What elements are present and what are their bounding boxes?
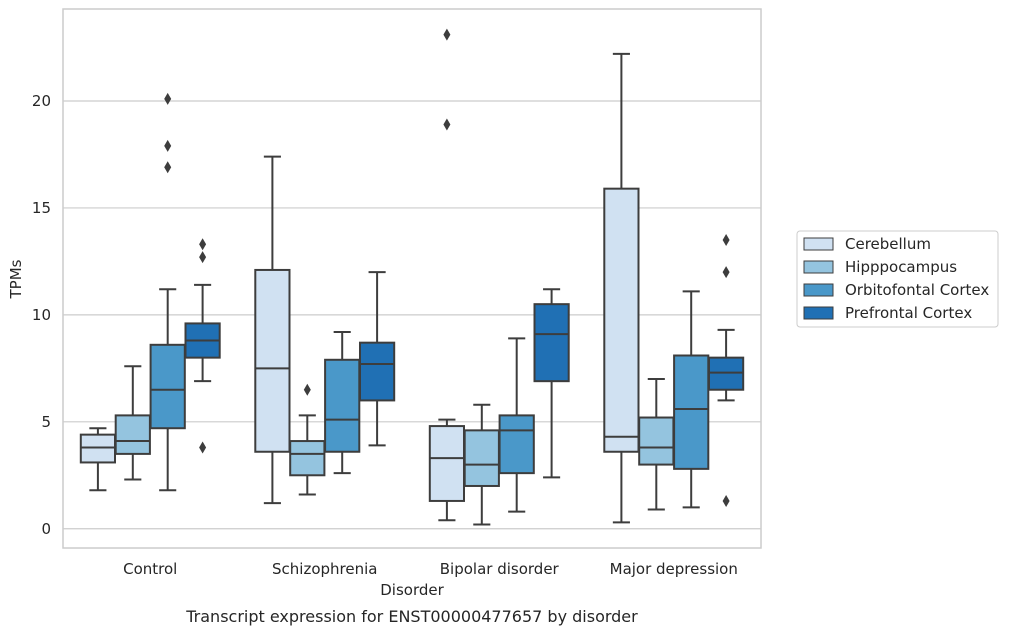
- x-tick-label: Control: [123, 560, 177, 578]
- box: [707, 234, 745, 507]
- outlier-point: [303, 383, 311, 396]
- box-body: [79, 433, 117, 464]
- y-axis-label: TPMs: [7, 259, 25, 299]
- legend-swatch: [803, 237, 834, 251]
- y-tick-label: 20: [32, 92, 51, 110]
- y-tick-label: 0: [41, 520, 51, 538]
- box-body: [114, 414, 151, 455]
- box-body: [428, 425, 466, 502]
- box: [254, 155, 291, 505]
- box-body: [254, 268, 291, 453]
- box: [114, 365, 151, 481]
- figure-caption: Transcript expression for ENST0000047765…: [185, 607, 638, 626]
- legend-frame: [796, 230, 999, 328]
- box-series: [79, 28, 745, 526]
- box-body: [498, 414, 535, 475]
- box: [603, 52, 640, 524]
- box: [79, 427, 117, 492]
- y-tick-labels: 0 5 10 15 20: [32, 92, 51, 538]
- legend-label: Hipppocampus: [845, 258, 957, 276]
- x-tick-label: Major depression: [610, 560, 738, 578]
- legend-swatch: [803, 283, 834, 297]
- box-body: [324, 358, 361, 453]
- box-body: [638, 416, 675, 466]
- legend-swatch: [803, 306, 834, 320]
- y-tick-label: 10: [32, 306, 51, 324]
- box-body: [673, 354, 710, 470]
- x-tick-labels: Control Schizophrenia Bipolar disorder Majo…: [123, 560, 738, 578]
- legend-label: Cerebellum: [845, 235, 931, 253]
- box-body: [289, 440, 326, 477]
- outlier-point: [722, 494, 730, 507]
- box: [498, 337, 535, 513]
- box: [638, 378, 675, 511]
- box: [673, 290, 710, 509]
- outlier-point: [164, 139, 172, 152]
- outlier-point: [722, 266, 730, 279]
- outlier-point: [722, 234, 730, 246]
- box: [358, 271, 396, 447]
- outlier-point: [199, 238, 207, 251]
- x-tick-label: Bipolar disorder: [440, 560, 560, 578]
- legend-swatch: [803, 260, 834, 274]
- box: [149, 92, 186, 492]
- box-body: [463, 429, 500, 487]
- box: [428, 28, 466, 522]
- x-axis-label: Disorder: [380, 581, 444, 599]
- box-body: [533, 303, 570, 383]
- outlier-point: [199, 251, 207, 264]
- box-body: [707, 356, 745, 391]
- outlier-point: [164, 92, 172, 105]
- plot-frame: [62, 8, 762, 549]
- box: [184, 238, 221, 454]
- legend: Cerebellum Hipppocampus Orbitofontal Corte…: [796, 230, 999, 328]
- box-body: [603, 187, 640, 453]
- outlier-point: [443, 118, 451, 131]
- y-tick-label: 5: [41, 413, 51, 431]
- box-body: [149, 343, 186, 430]
- box: [289, 383, 326, 496]
- box-body: [358, 341, 396, 402]
- box: [463, 403, 500, 526]
- outlier-point: [443, 28, 451, 41]
- legend-label: Orbitofontal Cortex: [845, 281, 989, 299]
- x-tick-label: Schizophrenia: [272, 560, 377, 578]
- box: [533, 288, 570, 479]
- outlier-point: [199, 441, 207, 454]
- outlier-point: [164, 161, 172, 174]
- y-tick-label: 15: [32, 199, 51, 217]
- legend-label: Prefrontal Cortex: [845, 304, 972, 322]
- box: [324, 330, 361, 475]
